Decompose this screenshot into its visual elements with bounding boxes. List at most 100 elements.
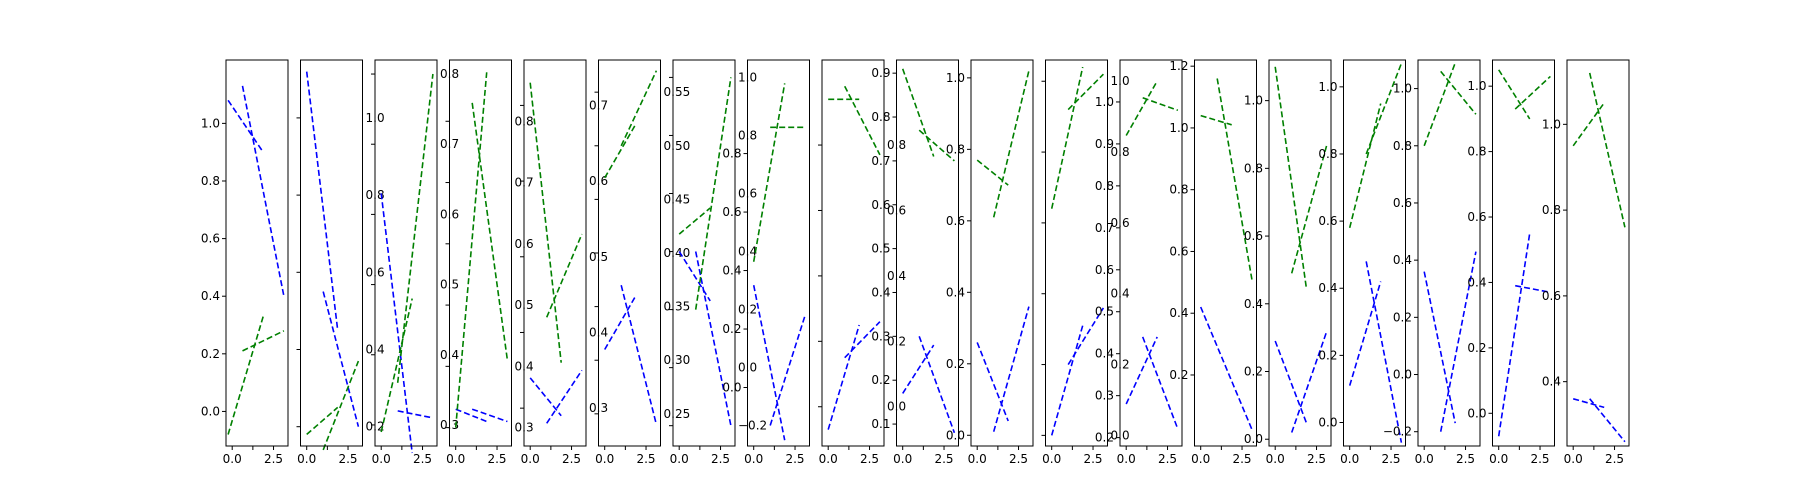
panel-16-xtick-label-2: 2.5 xyxy=(1381,452,1400,466)
panel-14-ytick-label-1: 0.4 xyxy=(1169,306,1188,320)
panel-5-frame xyxy=(523,59,587,447)
panel-14-frame xyxy=(1194,59,1257,447)
panel-10-ytick-label-1: 0.2 xyxy=(871,373,890,387)
panel-2-series-1-segment-2 xyxy=(322,291,360,427)
panel-17-series-1-segment-1 xyxy=(1423,271,1456,424)
panel-19-ytick-label-1: 0.6 xyxy=(1542,289,1561,303)
panel-3-series-2-segment-1 xyxy=(380,298,413,433)
panel-19-frame xyxy=(1566,59,1630,447)
panel-18-ytick-label-3: 0.6 xyxy=(1467,210,1486,224)
panel-19-xtick-label-0: 0.0 xyxy=(1564,452,1583,466)
panel-13-series-1-segment-1 xyxy=(1125,336,1158,405)
panel-13-series-2-segment-1 xyxy=(1125,80,1158,136)
panel-11-xtick-label-0: 0.0 xyxy=(968,452,987,466)
panel-8-ytick-label-1: 0.2 xyxy=(722,322,741,336)
panel-15-xtick-label-2: 2.5 xyxy=(1307,452,1326,466)
panel-16-series-1-segment-2 xyxy=(1365,261,1403,443)
panel-1-series-1-segment-2 xyxy=(241,85,285,297)
panel-11-ytick-label-2: 0.4 xyxy=(946,285,965,299)
panel-6-xtick-label-0: 0.0 xyxy=(595,452,614,466)
panel-12-series-1-segment-2 xyxy=(1067,307,1105,366)
panel-4: 0.0 2.50.30.40.50.60.70.8 xyxy=(445,59,534,466)
panel-8-series-1-segment-1 xyxy=(752,285,786,441)
panel-4-series-1-segment-2 xyxy=(471,408,508,423)
panel-6-series-2-segment-2 xyxy=(620,70,658,147)
panel-1-xtick-label-0: 0.0 xyxy=(223,452,242,466)
panel-13-ytick-label-6: 0.8 xyxy=(1095,179,1114,193)
panel-1-ytick-label-0: 0.0 xyxy=(201,404,220,418)
panel-19-series-1-segment-2 xyxy=(1589,398,1626,443)
panel-12-series-2-segment-2 xyxy=(1067,73,1104,111)
panel-4-frame xyxy=(449,59,512,447)
panel-1-series-2-segment-1 xyxy=(227,316,264,435)
panel-12-series-2-segment-1 xyxy=(1050,66,1084,209)
panel-5-xtick-label-0: 0.0 xyxy=(521,452,540,466)
panel-15-series-1-segment-1 xyxy=(1274,340,1307,423)
panel-16-ytick-label-1: 0.2 xyxy=(1318,348,1337,362)
panel-3-series-2-segment-2 xyxy=(396,73,434,383)
panel-6-ytick-label-6: 0.55 xyxy=(664,85,691,99)
panel-14-xtick-label-0: 0.0 xyxy=(1191,452,1210,466)
panel-5-series-2-segment-1 xyxy=(529,82,562,363)
panel-19-xtick-label-2: 2.5 xyxy=(1605,452,1624,466)
panel-14-ytick-label-5: 1.2 xyxy=(1169,59,1188,73)
panel-15-ytick-label-2: 0.4 xyxy=(1244,297,1263,311)
panel-6: 0.0 2.5 0.25 0.30 0.35 0.40 0.45 0.50 0.55 xyxy=(594,59,691,466)
panel-13: 0.0 2.5 0.2 0.3 0.4 0.5 0.6 0.7 0.8 0.9 1.0 xyxy=(1095,59,1183,466)
panel-11-ytick-label-3: 0.6 xyxy=(946,214,965,228)
panel-9-xtick-label-2: 2.5 xyxy=(860,452,879,466)
panel-18-ytick-label-0: 0.0 xyxy=(1467,406,1486,420)
panel-8-ytick-label-4: 0.8 xyxy=(722,147,741,161)
panel-18: 0.0 2.5 0.0 0.2 0.4 0.6 0.8 1.0 xyxy=(1467,59,1555,466)
panel-18-series-2-segment-1 xyxy=(1498,69,1531,120)
panel-11-ytick-label-0: 0.0 xyxy=(946,428,965,442)
panel-18-ytick-label-5: 1.0 xyxy=(1467,79,1486,93)
panel-6-ytick-label-0: 0.25 xyxy=(664,407,691,421)
panel-19-series-1-segment-1 xyxy=(1572,398,1605,409)
panel-17-ytick-label-6: 1.0 xyxy=(1393,82,1412,96)
panel-15-ytick-label-5: 1.0 xyxy=(1244,94,1263,108)
panel-6-ytick-label-2: 0.35 xyxy=(664,300,691,314)
panel-8-series-2-segment-1 xyxy=(752,83,786,262)
panel-4-series-2-segment-2 xyxy=(471,102,509,361)
panel-15-series-2-segment-2 xyxy=(1290,144,1328,274)
panel-16-frame xyxy=(1343,59,1406,447)
panel-3-series-1-segment-2 xyxy=(397,410,434,419)
panel-16-series-2-segment-1 xyxy=(1348,103,1382,228)
panel-6-xtick-label-2: 2.5 xyxy=(636,452,655,466)
panel-11-series-1-segment-1 xyxy=(976,342,1009,422)
panel-19-series-2-segment-1 xyxy=(1572,102,1605,147)
panel-1-series-1-segment-1 xyxy=(227,99,264,153)
panel-13-ytick-label-3: 0.5 xyxy=(1095,305,1114,319)
panel-9-frame xyxy=(821,59,885,447)
panel-13-xtick-label-0: 0.0 xyxy=(1117,452,1136,466)
panel-2-xtick-label-2: 2.5 xyxy=(338,452,357,466)
panel-11-series-2-segment-1 xyxy=(976,159,1009,186)
panel-17-ytick-label-5: 0.8 xyxy=(1393,139,1412,153)
panel-19: 0.0 2.5 0.4 0.6 0.8 1.0 xyxy=(1542,59,1630,466)
panel-18-ytick-label-1: 0.2 xyxy=(1467,341,1486,355)
panel-15-ytick-label-0: 0.0 xyxy=(1244,432,1263,446)
panel-19-ytick-label-2: 0.8 xyxy=(1542,203,1561,217)
panel-11-series-2-segment-2 xyxy=(992,70,1030,218)
panel-9-series-1-segment-2 xyxy=(844,321,881,359)
panel-13-ytick-label-5: 0.7 xyxy=(1095,221,1114,235)
panel-10-series-1-segment-1 xyxy=(902,344,935,394)
panel-8-ytick-label-2: 0.4 xyxy=(722,264,741,278)
panel-10-series-1-segment-2 xyxy=(918,336,956,434)
panel-10-ytick-label-3: 0.4 xyxy=(871,285,890,299)
panel-15-ytick-label-4: 0.8 xyxy=(1244,161,1263,175)
panel-7-series-1-segment-1 xyxy=(678,251,711,302)
panel-1-ytick-label-2: 0.4 xyxy=(201,289,220,303)
panel-15-series-2-segment-1 xyxy=(1274,66,1307,288)
panel-12-series-1-segment-1 xyxy=(1050,325,1084,436)
panel-11-ytick-label-1: 0.2 xyxy=(946,357,965,371)
panel-12-frame xyxy=(1045,59,1108,447)
panel-13-xtick-label-2: 2.5 xyxy=(1158,452,1177,466)
panel-8-xtick-label-2: 2.5 xyxy=(785,452,804,466)
panel-14-ytick-label-0: 0.2 xyxy=(1169,368,1188,382)
panel-18-series-2-segment-2 xyxy=(1514,75,1551,110)
panel-18-ytick-label-4: 0.8 xyxy=(1467,145,1486,159)
panel-18-xtick-label-0: 0.0 xyxy=(1489,452,1508,466)
